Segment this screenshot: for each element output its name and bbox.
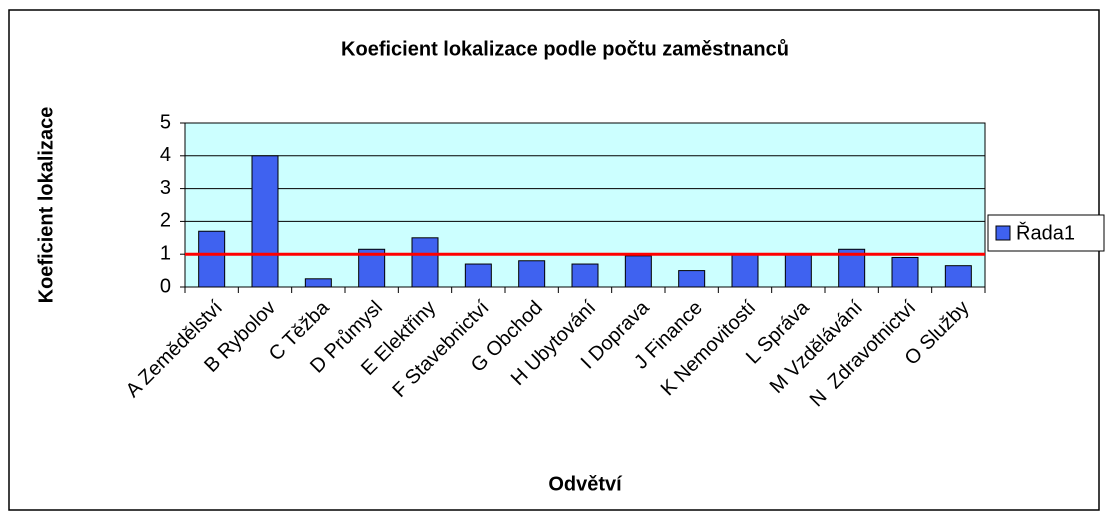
y-tick-label: 4 [160,144,171,166]
legend-swatch [995,225,1011,241]
bar [731,253,759,288]
bar [251,155,279,288]
chart-title: Koeficient lokalizace podle počtu zaměst… [341,38,789,60]
bar [464,263,492,288]
bar [944,265,972,288]
bar [784,253,812,288]
bar [571,263,599,288]
bar [304,278,332,288]
y-tick-label: 2 [160,210,171,232]
y-tick-label: 5 [160,111,171,133]
y-axis-label: Koeficient lokalizace [35,107,57,304]
y-tick-label: 0 [160,275,171,297]
bar [518,260,546,288]
bar [891,256,919,288]
bar [624,255,652,288]
y-tick-label: 1 [160,242,171,264]
bar [198,230,226,288]
x-axis-label: Odvětví [548,473,623,495]
bar [411,237,439,288]
legend-label: Řada1 [1016,221,1075,244]
bar [678,270,706,288]
y-tick-label: 3 [160,177,171,199]
